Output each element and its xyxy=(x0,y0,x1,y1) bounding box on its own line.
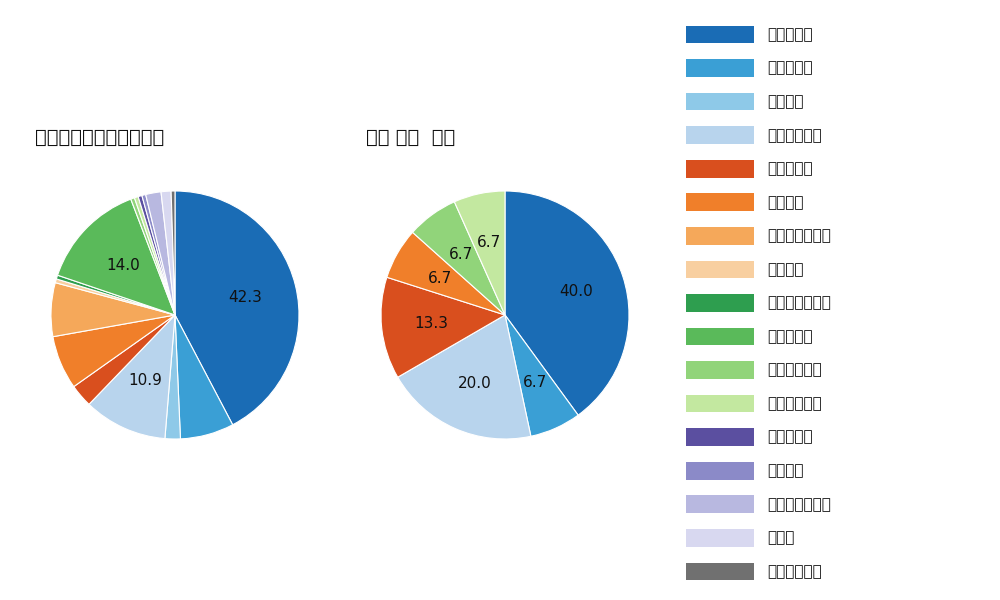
Text: 6.7: 6.7 xyxy=(477,235,502,250)
FancyBboxPatch shape xyxy=(686,93,754,110)
FancyBboxPatch shape xyxy=(686,563,754,580)
Wedge shape xyxy=(89,315,175,439)
Text: 13.3: 13.3 xyxy=(414,316,448,331)
FancyBboxPatch shape xyxy=(686,361,754,379)
FancyBboxPatch shape xyxy=(686,395,754,412)
Text: フォーク: フォーク xyxy=(767,195,803,210)
Text: 6.7: 6.7 xyxy=(449,247,473,262)
Wedge shape xyxy=(138,196,175,315)
Text: スプリット: スプリット xyxy=(767,161,812,176)
FancyBboxPatch shape xyxy=(686,328,754,346)
Text: 石川 雅規  選手: 石川 雅規 選手 xyxy=(366,128,455,148)
Wedge shape xyxy=(51,283,175,337)
Text: 20.0: 20.0 xyxy=(458,376,492,391)
FancyBboxPatch shape xyxy=(686,529,754,547)
Wedge shape xyxy=(505,191,629,415)
Text: セ・リーグ全プレイヤー: セ・リーグ全プレイヤー xyxy=(36,128,165,148)
FancyBboxPatch shape xyxy=(686,59,754,77)
Wedge shape xyxy=(413,202,505,315)
FancyBboxPatch shape xyxy=(686,193,754,211)
FancyBboxPatch shape xyxy=(686,294,754,312)
Wedge shape xyxy=(131,198,175,315)
Wedge shape xyxy=(381,277,505,377)
Text: 6.7: 6.7 xyxy=(523,376,547,391)
Text: ストレート: ストレート xyxy=(767,27,812,42)
Wedge shape xyxy=(171,191,175,315)
Text: チェンジアップ: チェンジアップ xyxy=(767,229,831,244)
Wedge shape xyxy=(175,191,299,425)
Text: 縦スライダー: 縦スライダー xyxy=(767,362,822,377)
FancyBboxPatch shape xyxy=(686,127,754,144)
Wedge shape xyxy=(454,191,505,315)
Text: ツーシーム: ツーシーム xyxy=(767,61,812,76)
Text: スライダー: スライダー xyxy=(767,329,812,344)
FancyBboxPatch shape xyxy=(686,462,754,479)
Text: 10.9: 10.9 xyxy=(128,373,162,388)
Wedge shape xyxy=(55,279,175,315)
Wedge shape xyxy=(387,232,505,315)
Wedge shape xyxy=(134,197,175,315)
Text: 40.0: 40.0 xyxy=(559,284,593,299)
Wedge shape xyxy=(175,315,233,439)
Wedge shape xyxy=(505,315,578,436)
Wedge shape xyxy=(146,192,175,315)
FancyBboxPatch shape xyxy=(686,26,754,43)
Text: 高速スライダー: 高速スライダー xyxy=(767,295,831,310)
Text: ナックル: ナックル xyxy=(767,463,803,478)
Text: カーブ: カーブ xyxy=(767,530,794,545)
Text: 14.0: 14.0 xyxy=(106,257,140,272)
Wedge shape xyxy=(58,199,175,315)
Wedge shape xyxy=(56,275,175,315)
Wedge shape xyxy=(161,191,175,315)
Wedge shape xyxy=(142,194,175,315)
FancyBboxPatch shape xyxy=(686,496,754,513)
Text: パワーカーブ: パワーカーブ xyxy=(767,396,822,411)
FancyBboxPatch shape xyxy=(686,428,754,446)
FancyBboxPatch shape xyxy=(686,160,754,178)
Text: カットボール: カットボール xyxy=(767,128,822,143)
Text: 6.7: 6.7 xyxy=(428,271,453,286)
Text: シンカー: シンカー xyxy=(767,262,803,277)
Text: ナックルカーブ: ナックルカーブ xyxy=(767,497,831,512)
Text: シュート: シュート xyxy=(767,94,803,109)
Text: スローカーブ: スローカーブ xyxy=(767,564,822,579)
Wedge shape xyxy=(74,315,175,404)
Wedge shape xyxy=(53,315,175,386)
Wedge shape xyxy=(398,315,531,439)
FancyBboxPatch shape xyxy=(686,227,754,245)
Text: スクリュー: スクリュー xyxy=(767,430,812,445)
Wedge shape xyxy=(165,315,180,439)
FancyBboxPatch shape xyxy=(686,260,754,278)
Text: 42.3: 42.3 xyxy=(228,290,262,305)
